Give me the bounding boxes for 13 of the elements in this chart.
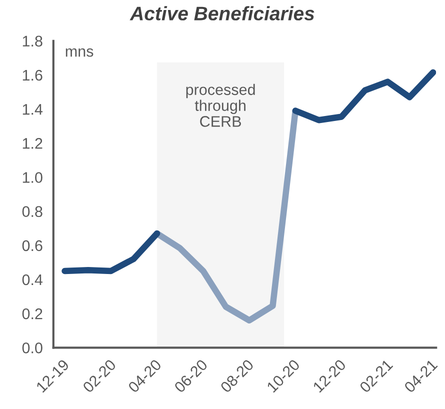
y-tick-label: 1.0 (22, 172, 42, 183)
y-tick-label: 0.6 (22, 240, 42, 252)
y-tick-label: 0.8 (22, 206, 42, 218)
band-label: processed through CERB (186, 84, 255, 127)
y-tick-label: 1.2 (22, 138, 42, 149)
y-tick-label: 0.0 (22, 342, 42, 354)
y-tick-label: 1.6 (22, 70, 42, 81)
y-tick-label: 1.8 (22, 36, 42, 47)
y-axis-title: mns (66, 48, 94, 57)
y-tick-label: 0.4 (22, 274, 43, 286)
y-tick-label: 1.4 (22, 104, 43, 115)
chart-title: Active Beneficiaries (130, 6, 314, 20)
y-tick-label: 0.2 (22, 308, 42, 320)
